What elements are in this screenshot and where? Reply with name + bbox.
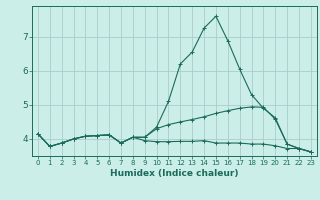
X-axis label: Humidex (Indice chaleur): Humidex (Indice chaleur) xyxy=(110,169,239,178)
